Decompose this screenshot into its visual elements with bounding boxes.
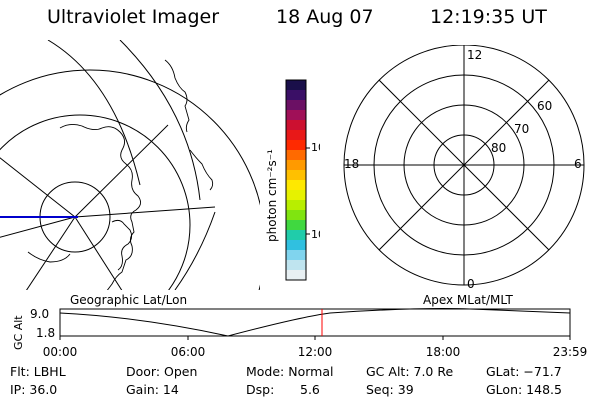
- track-ytick-low: 1.8: [36, 326, 55, 340]
- latitude-circle: [0, 114, 191, 290]
- colorbar-swatch: [286, 250, 306, 261]
- coastline: [111, 219, 133, 271]
- track-xtick-0600: 06:00: [171, 345, 206, 359]
- colorbar-swatches: [286, 80, 306, 281]
- colorbar-swatch: [286, 90, 306, 101]
- colorbar-swatch: [286, 180, 306, 191]
- meridian-arc: [119, 40, 201, 201]
- meridian-line: [74, 206, 216, 218]
- track-xtick-1200: 12:00: [298, 345, 333, 359]
- seq-info: Seq: 39: [366, 382, 414, 397]
- meridian-line: [26, 216, 76, 290]
- colorbar-swatch: [286, 240, 306, 251]
- mlt-label-12: 12: [467, 48, 482, 62]
- colorbar-swatch: [286, 110, 306, 121]
- colorbar-swatch: [286, 260, 306, 271]
- track-xtick-1800: 18:00: [426, 345, 461, 359]
- glat-info: GLat: −71.7: [486, 364, 562, 379]
- colorbar-swatch: [286, 170, 306, 181]
- track-axis-label: GC Alt: [12, 315, 25, 350]
- altitude-track: GC Alt 9.0 1.8 00:00 06:00 12:00 18:00 2…: [12, 307, 588, 359]
- gc-alt-info: GC Alt: 7.0 Re: [366, 364, 454, 379]
- colorbar-swatch: [286, 160, 306, 171]
- geographic-map: [0, 40, 260, 290]
- mlt-label-18: 18: [344, 157, 359, 171]
- mlt-label-0: 0: [467, 277, 475, 290]
- colorbar-swatch: [286, 210, 306, 221]
- coastline: [164, 59, 190, 133]
- track-ytick-high: 9.0: [30, 307, 49, 321]
- time-label: 12:19:35 UT: [430, 6, 547, 28]
- colorbar-swatch: [286, 270, 306, 281]
- dsp-value: 5.6: [300, 382, 320, 397]
- coastline: [27, 251, 71, 263]
- meridian-arc: [47, 40, 141, 186]
- colorbar: 100 10 photon cm⁻²s⁻¹: [265, 79, 320, 281]
- colorbar-tick-10: 10: [311, 228, 320, 241]
- track-xtick-0000: 00:00: [43, 345, 78, 359]
- mlt-diagonal: [378, 79, 550, 251]
- colorbar-swatch: [286, 100, 306, 111]
- meridian-line: [0, 157, 76, 218]
- door-info: Door: Open: [126, 364, 198, 379]
- apex-coord-label: Apex MLat/MLT: [423, 293, 513, 307]
- meridian-line: [0, 216, 76, 238]
- geo-coord-label: Geographic Lat/Lon: [70, 293, 188, 307]
- filter-info: Flt: LBHL: [10, 364, 66, 379]
- ip-info: IP: 36.0: [10, 382, 58, 397]
- track-xtick-2359: 23:59: [553, 345, 588, 359]
- mlt-label-6: 6: [574, 157, 582, 171]
- gain-info: Gain: 14: [126, 382, 179, 397]
- colorbar-unit-label: photon cm⁻²s⁻¹: [265, 149, 279, 242]
- polar-plot: 12 18 6 0 60 70 80: [343, 45, 585, 290]
- meridian-arc: [174, 211, 216, 290]
- colorbar-swatch: [286, 80, 306, 91]
- mode-info: Mode: Normal: [246, 364, 334, 379]
- dsp-label: Dsp:: [246, 382, 275, 397]
- mlat-label-80: 80: [491, 141, 506, 155]
- glon-info: GLon: 148.5: [486, 382, 562, 397]
- date-label: 18 Aug 07: [276, 6, 374, 28]
- altitude-curve: [59, 308, 571, 337]
- colorbar-swatch: [286, 120, 306, 131]
- meridian-line: [74, 216, 123, 290]
- coastline: [59, 123, 141, 290]
- colorbar-swatch: [286, 150, 306, 161]
- coastline: [189, 149, 214, 191]
- colorbar-frame: [285, 79, 307, 281]
- colorbar-swatch: [286, 140, 306, 151]
- colorbar-swatch: [286, 130, 306, 141]
- colorbar-swatch: [286, 190, 306, 201]
- instrument-title: Ultraviolet Imager: [47, 6, 220, 28]
- colorbar-swatch: [286, 220, 306, 231]
- mlat-label-70: 70: [514, 122, 529, 136]
- track-frame: [59, 308, 571, 337]
- colorbar-tick-100: 100: [311, 141, 320, 154]
- colorbar-swatch: [286, 200, 306, 211]
- meridian-line: [74, 124, 169, 218]
- colorbar-swatch: [286, 230, 306, 241]
- latitude-circle: [0, 69, 260, 290]
- mlat-label-60: 60: [537, 99, 552, 113]
